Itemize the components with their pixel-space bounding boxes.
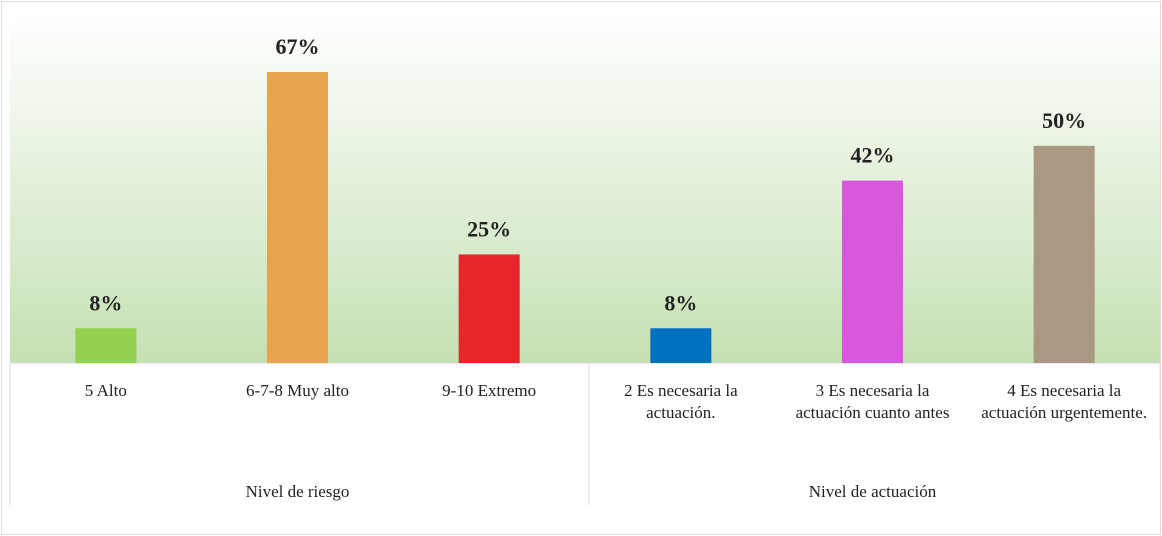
value-label: 8% — [89, 290, 122, 315]
value-label: 8% — [664, 290, 697, 315]
category-label: 2 Es necesaria la actuación. — [623, 381, 738, 422]
category-label: 5 Alto — [84, 381, 127, 400]
value-label: 67% — [276, 34, 320, 59]
bar — [1033, 145, 1095, 363]
value-label: 25% — [467, 216, 511, 241]
value-label: 50% — [1042, 108, 1086, 133]
bar — [458, 254, 520, 363]
bar — [650, 328, 712, 363]
category-label: 9-10 Extremo — [442, 381, 537, 400]
category-label: 4 Es necesaria la actuación urgentemente… — [981, 381, 1148, 422]
bar — [842, 180, 903, 363]
group-label: Nivel de riesgo — [245, 482, 350, 501]
category-label: 3 Es necesaria la actuación cuanto antes — [795, 381, 950, 422]
group-label: Nivel de actuación — [808, 482, 937, 501]
bar — [267, 72, 328, 363]
value-label: 42% — [851, 143, 895, 168]
plot-area — [10, 14, 1160, 363]
category-label: 6-7-8 Muy alto — [246, 381, 349, 400]
bar — [75, 328, 137, 363]
